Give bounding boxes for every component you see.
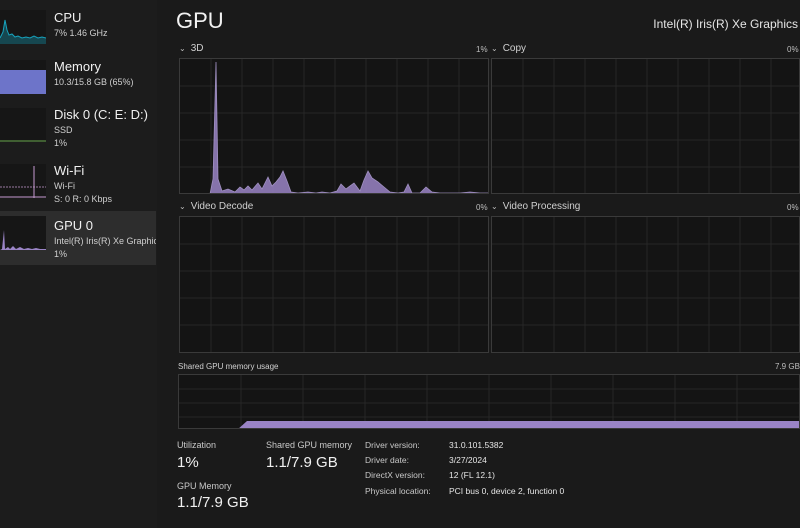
sidebar-item-detail: 7% 1.46 GHz xyxy=(54,28,108,38)
sidebar-item-percent: 1% xyxy=(54,138,68,148)
sidebar-item-title: CPU xyxy=(54,10,82,25)
sidebar-item-title: Disk 0 (C: E: D:) xyxy=(54,107,148,122)
adapter-name: Intel(R) Iris(R) Xe Graphics xyxy=(653,17,798,31)
driver-date-value: 3/27/2024 xyxy=(449,455,487,465)
gpu-memory-label: GPU Memory xyxy=(177,481,232,491)
engine-label: Copy xyxy=(502,43,527,54)
graph-copy xyxy=(491,58,800,194)
sidebar-item-wifi[interactable]: Wi-Fi Wi-Fi S: 0 R: 0 Kbps xyxy=(0,160,156,214)
sidebar-item-title: Memory xyxy=(54,59,101,74)
memory-thumbnail-graph xyxy=(0,60,46,94)
engine-selector-copy[interactable]: ⌄ Copy xyxy=(491,43,526,54)
engine-percent: 0% xyxy=(476,203,488,212)
gpu-memory-value: 1.1/7.9 GB xyxy=(177,494,249,511)
sidebar-item-throughput: S: 0 R: 0 Kbps xyxy=(54,194,113,204)
chevron-down-icon: ⌄ xyxy=(491,202,498,211)
physical-location-label: Physical location: xyxy=(365,486,431,496)
directx-version-value: 12 (FL 12.1) xyxy=(449,470,495,480)
driver-date-label: Driver date: xyxy=(365,455,409,465)
disk-thumbnail-graph xyxy=(0,108,46,142)
engine-label: Video Decode xyxy=(190,201,254,212)
shared-memory-max: 7.9 GB xyxy=(775,362,800,371)
driver-version-label: Driver version: xyxy=(365,440,420,450)
sidebar-item-detail: SSD xyxy=(54,125,73,135)
engine-percent: 1% xyxy=(476,45,488,54)
graph-video-processing xyxy=(491,216,800,353)
wifi-thumbnail-graph xyxy=(0,164,46,198)
utilization-label: Utilization xyxy=(177,440,217,450)
sidebar: CPU 7% 1.46 GHz Memory 10.3/15.8 GB (65%… xyxy=(0,0,157,528)
chevron-down-icon: ⌄ xyxy=(179,202,186,211)
engine-selector-video-processing[interactable]: ⌄ Video Processing xyxy=(491,201,580,212)
engine-percent: 0% xyxy=(787,45,799,54)
directx-version-label: DirectX version: xyxy=(365,470,425,480)
shared-memory-label: Shared GPU memory usage xyxy=(178,362,279,371)
sidebar-item-detail: Intel(R) Iris(R) Xe Graphics xyxy=(54,236,156,246)
engine-label: 3D xyxy=(190,43,204,54)
engine-selector-video-decode[interactable]: ⌄ Video Decode xyxy=(179,201,253,212)
shared-gpu-memory-label: Shared GPU memory xyxy=(266,440,353,450)
cpu-thumbnail-graph xyxy=(0,10,46,44)
gpu-thumbnail-graph xyxy=(0,216,46,250)
sidebar-item-percent: 1% xyxy=(54,249,68,259)
graph-3d xyxy=(179,58,489,194)
sidebar-item-gpu[interactable]: GPU 0 Intel(R) Iris(R) Xe Graphics 1% xyxy=(0,211,156,265)
engine-selector-3d[interactable]: ⌄ 3D xyxy=(179,43,204,54)
physical-location-value: PCI bus 0, device 2, function 0 xyxy=(449,486,565,496)
sidebar-item-memory[interactable]: Memory 10.3/15.8 GB (65%) xyxy=(0,56,156,110)
shared-gpu-memory-value: 1.1/7.9 GB xyxy=(266,454,338,471)
engine-label: Video Processing xyxy=(502,201,581,212)
driver-version-value: 31.0.101.5382 xyxy=(449,440,504,450)
utilization-value: 1% xyxy=(177,454,199,471)
sidebar-item-detail: 10.3/15.8 GB (65%) xyxy=(54,77,134,87)
sidebar-item-cpu[interactable]: CPU 7% 1.46 GHz xyxy=(0,6,156,60)
sidebar-item-disk[interactable]: Disk 0 (C: E: D:) SSD 1% xyxy=(0,104,156,158)
graph-shared-memory xyxy=(178,374,800,429)
engine-percent: 0% xyxy=(787,203,799,212)
sidebar-item-title: Wi-Fi xyxy=(54,163,85,178)
page-title: GPU xyxy=(176,8,224,33)
chevron-down-icon: ⌄ xyxy=(491,44,498,53)
graph-video-decode xyxy=(179,216,489,353)
sidebar-item-title: GPU 0 xyxy=(54,218,94,233)
sidebar-item-detail: Wi-Fi xyxy=(54,181,75,191)
chevron-down-icon: ⌄ xyxy=(179,44,186,53)
